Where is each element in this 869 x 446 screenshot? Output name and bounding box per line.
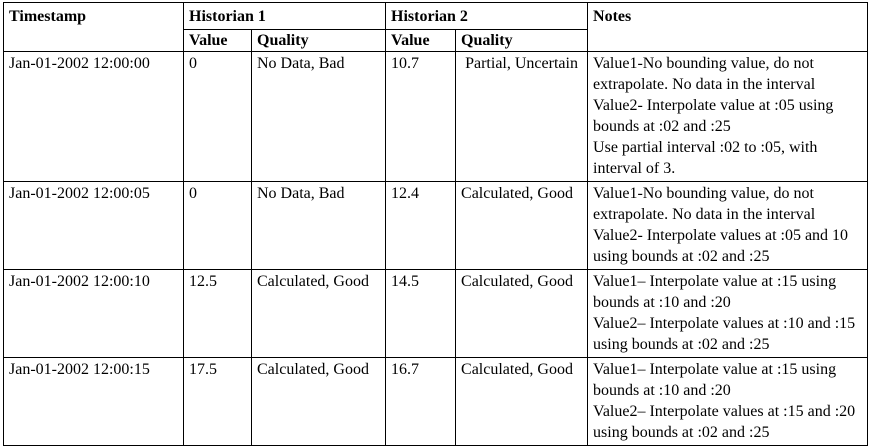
cell-timestamp: Jan-01-2002 12:00:15 xyxy=(3,357,184,446)
cell-h2-quality: Calculated, Good xyxy=(455,269,589,358)
header-timestamp: Timestamp xyxy=(3,2,184,52)
cell-h2-quality: Calculated, Good xyxy=(455,357,589,446)
cell-h2-value: 12.4 xyxy=(385,181,457,270)
table-row: Jan-01-2002 12:00:10 12.5 Calculated, Go… xyxy=(3,269,869,358)
cell-h2-quality: Calculated, Good xyxy=(455,181,589,270)
historian-comparison-table: Timestamp Historian 1 Historian 2 Notes … xyxy=(3,2,869,446)
note-line: Value2– Interpolate values at :15 and :2… xyxy=(593,403,856,441)
cell-notes: Value1-No bounding value, do not extrapo… xyxy=(587,51,869,182)
header-row-top: Timestamp Historian 1 Historian 2 Notes xyxy=(3,2,869,52)
cell-notes: Value1– Interpolate value at :15 using b… xyxy=(587,357,869,446)
note-line: Value1-No bounding value, do not extrapo… xyxy=(593,185,816,223)
note-line: Value1– Interpolate value at :15 using b… xyxy=(593,361,837,399)
header-h1-quality: Quality xyxy=(250,29,387,52)
cell-h1-quality: Calculated, Good xyxy=(250,269,387,358)
header-historian-2: Historian 2 xyxy=(385,2,589,30)
table-row: Jan-01-2002 12:00:15 17.5 Calculated, Go… xyxy=(3,357,869,446)
cell-notes: Value1-No bounding value, do not extrapo… xyxy=(587,181,869,270)
note-line: Value1-No bounding value, do not extrapo… xyxy=(593,55,816,93)
cell-h1-quality: No Data, Bad xyxy=(250,181,387,270)
note-line: Value2- Interpolate values at :05 and 10… xyxy=(593,227,849,265)
cell-h1-quality: Calculated, Good xyxy=(250,357,387,446)
header-h2-quality: Quality xyxy=(455,29,589,52)
cell-h2-quality: Partial, Uncertain xyxy=(455,51,589,182)
header-h2-value: Value xyxy=(385,29,457,52)
cell-h1-value: 0 xyxy=(183,181,252,270)
cell-notes: Value1– Interpolate value at :15 using b… xyxy=(587,269,869,358)
cell-h1-value: 17.5 xyxy=(183,357,252,446)
cell-h2-value: 10.7 xyxy=(385,51,457,182)
cell-h1-value: 0 xyxy=(183,51,252,182)
cell-timestamp: Jan-01-2002 12:00:05 xyxy=(3,181,184,270)
header-h1-value: Value xyxy=(183,29,252,52)
table-row: Jan-01-2002 12:00:05 0 No Data, Bad 12.4… xyxy=(3,181,869,270)
note-line: Value2- Interpolate value at :05 using b… xyxy=(593,97,834,135)
header-historian-1: Historian 1 xyxy=(182,2,387,30)
cell-h1-quality: No Data, Bad xyxy=(250,51,387,182)
cell-h2-value: 16.7 xyxy=(385,357,457,446)
cell-timestamp: Jan-01-2002 12:00:10 xyxy=(3,269,184,358)
cell-h2-value: 14.5 xyxy=(385,269,457,358)
cell-h1-value: 12.5 xyxy=(183,269,252,358)
header-notes: Notes xyxy=(587,2,869,52)
note-line: Value2– Interpolate values at :10 and :1… xyxy=(593,315,856,353)
header-row-sub: Value Quality Value Quality xyxy=(4,29,868,52)
cell-timestamp: Jan-01-2002 12:00:00 xyxy=(3,51,184,182)
note-line: Value1– Interpolate value at :15 using b… xyxy=(593,273,837,311)
table-row: Jan-01-2002 12:00:00 0 No Data, Bad 10.7… xyxy=(3,51,869,182)
note-line: Use partial interval :02 to :05, with in… xyxy=(593,139,818,177)
